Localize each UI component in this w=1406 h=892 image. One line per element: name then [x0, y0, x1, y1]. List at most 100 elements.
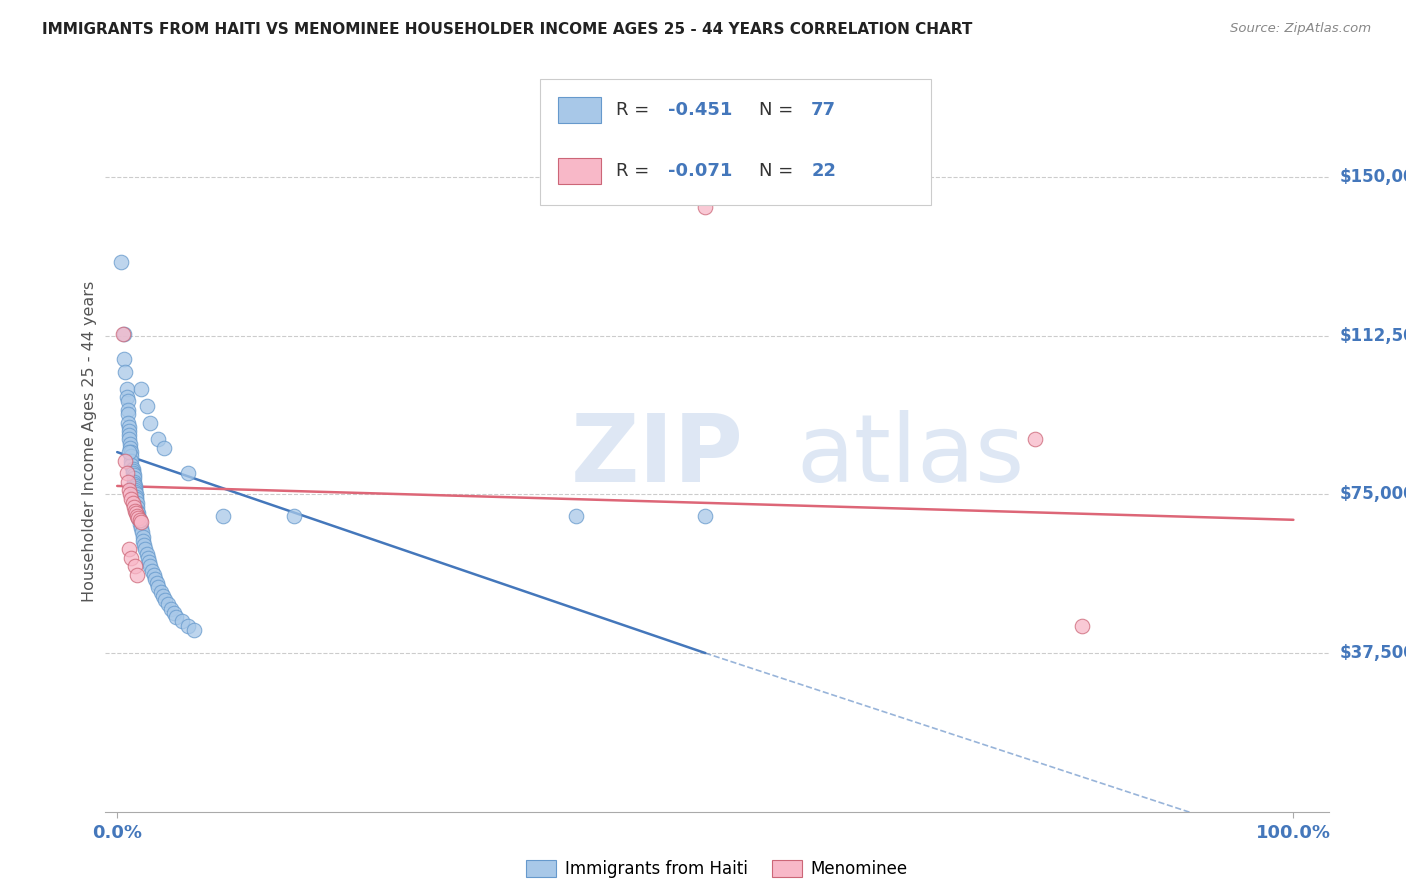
Point — [117, 475, 139, 489]
Point — [124, 483, 146, 498]
Text: R =: R = — [616, 101, 655, 119]
Point — [122, 468, 145, 483]
Point — [139, 416, 162, 430]
Point — [117, 402, 139, 417]
Point — [155, 593, 177, 607]
Point — [125, 487, 148, 501]
Point — [118, 419, 141, 434]
Point — [125, 491, 148, 506]
Point — [127, 508, 149, 523]
Text: -0.451: -0.451 — [668, 101, 733, 119]
Point — [117, 407, 139, 421]
Point — [183, 623, 205, 637]
Point — [212, 508, 235, 523]
Point — [177, 618, 200, 632]
Point — [127, 496, 149, 510]
Point — [163, 606, 186, 620]
Point — [129, 521, 152, 535]
Point — [121, 467, 143, 481]
Point — [1024, 433, 1046, 447]
Point — [134, 538, 156, 552]
Point — [124, 479, 146, 493]
Point — [165, 610, 187, 624]
Point — [127, 508, 149, 523]
Point — [118, 445, 141, 459]
Point — [129, 382, 152, 396]
Point — [128, 513, 150, 527]
Text: $75,000: $75,000 — [1340, 485, 1406, 503]
Point — [122, 476, 145, 491]
Point — [124, 485, 146, 500]
Point — [156, 598, 179, 612]
Point — [135, 399, 157, 413]
Point — [124, 504, 146, 518]
Point — [120, 441, 142, 455]
Point — [115, 382, 138, 396]
Text: N =: N = — [759, 162, 799, 180]
Point — [129, 515, 152, 529]
Point — [112, 326, 135, 341]
Point — [125, 507, 148, 521]
Point — [121, 496, 143, 510]
Point — [127, 510, 149, 524]
Point — [118, 542, 141, 557]
Point — [117, 416, 139, 430]
Point — [127, 500, 149, 515]
Text: -0.071: -0.071 — [668, 162, 733, 180]
Point — [132, 533, 155, 548]
Text: $112,500: $112,500 — [1340, 326, 1406, 345]
FancyBboxPatch shape — [558, 159, 600, 185]
Point — [146, 576, 169, 591]
Text: $150,000: $150,000 — [1340, 168, 1406, 186]
Text: R =: R = — [616, 162, 655, 180]
Point — [115, 390, 138, 404]
Point — [170, 615, 193, 629]
Text: Source: ZipAtlas.com: Source: ZipAtlas.com — [1230, 22, 1371, 36]
Point — [132, 530, 155, 544]
Point — [148, 433, 170, 447]
Point — [120, 458, 142, 472]
Text: 77: 77 — [811, 101, 837, 119]
FancyBboxPatch shape — [558, 97, 600, 123]
Point — [127, 510, 149, 524]
FancyBboxPatch shape — [540, 78, 931, 204]
Point — [112, 326, 135, 341]
Point — [153, 441, 176, 455]
Point — [124, 559, 146, 574]
Point — [127, 507, 149, 521]
Text: ZIP: ZIP — [571, 410, 744, 502]
Point — [138, 555, 160, 569]
Point — [139, 559, 162, 574]
Point — [149, 584, 172, 599]
Point — [114, 365, 136, 379]
Point — [120, 450, 142, 464]
Point — [135, 547, 157, 561]
Point — [121, 464, 143, 478]
Text: IMMIGRANTS FROM HAITI VS MENOMINEE HOUSEHOLDER INCOME AGES 25 - 44 YEARS CORRELA: IMMIGRANTS FROM HAITI VS MENOMINEE HOUSE… — [42, 22, 973, 37]
Point — [160, 601, 183, 615]
Point — [177, 467, 200, 481]
Point — [127, 567, 149, 582]
Text: 22: 22 — [811, 162, 837, 180]
Legend: Immigrants from Haiti, Menominee: Immigrants from Haiti, Menominee — [520, 854, 914, 885]
Point — [120, 445, 142, 459]
Point — [131, 525, 153, 540]
Point — [134, 542, 156, 557]
Point — [141, 564, 163, 578]
Point — [118, 428, 141, 442]
Point — [120, 491, 142, 506]
Point — [565, 508, 588, 523]
Point — [118, 424, 141, 438]
Point — [695, 508, 717, 523]
Point — [115, 467, 138, 481]
Point — [122, 470, 145, 484]
Point — [118, 433, 141, 447]
Point — [117, 394, 139, 409]
Point — [136, 550, 159, 565]
Point — [142, 567, 165, 582]
Point — [128, 516, 150, 531]
Point — [124, 481, 146, 495]
Point — [122, 500, 145, 515]
Text: N =: N = — [759, 101, 799, 119]
Point — [127, 504, 149, 518]
